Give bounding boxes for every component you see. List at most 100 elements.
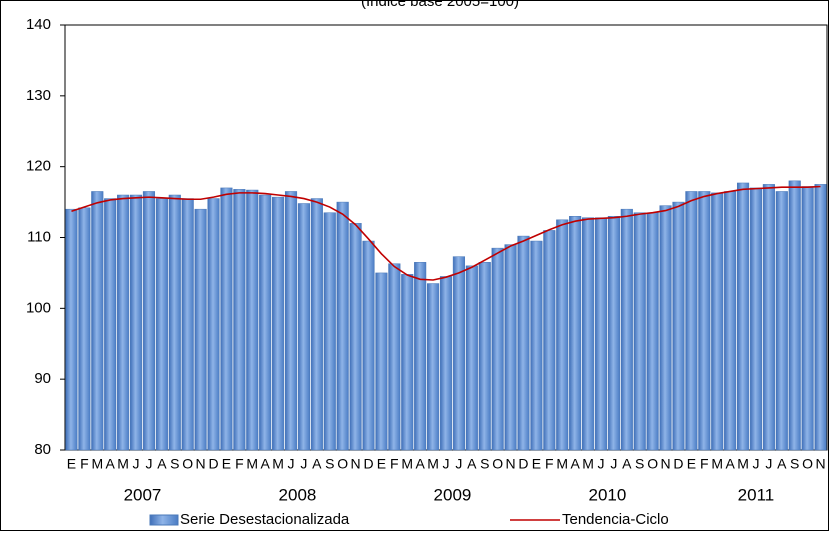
y-tick-label: 80 (34, 441, 51, 458)
bar (478, 262, 491, 451)
trend-line (71, 185, 821, 281)
x-tick-label: A (725, 456, 735, 472)
bar (633, 212, 646, 451)
bar (129, 194, 143, 451)
x-tick-label: A (467, 456, 477, 472)
bar (685, 191, 698, 451)
bar (439, 276, 453, 451)
x-tick-label: S (170, 456, 179, 472)
bar (517, 235, 530, 451)
x-tick-label: S (790, 456, 799, 472)
bar (465, 265, 478, 451)
bar (698, 191, 711, 451)
bar (762, 184, 775, 451)
bar (272, 196, 285, 451)
bar (65, 208, 78, 451)
x-tick-label: A (106, 456, 116, 472)
bar (543, 230, 556, 451)
x-tick-label: N (506, 456, 516, 472)
bar (414, 262, 427, 451)
bar (569, 216, 582, 451)
bar (788, 180, 801, 451)
x-tick-label: A (415, 456, 425, 472)
x-tick-label: J (455, 456, 462, 472)
bar (427, 283, 440, 451)
x-tick-label: A (570, 456, 580, 472)
x-tick-label: E (222, 456, 231, 472)
x-tick-label: M (91, 456, 103, 472)
x-tick-label: M (401, 456, 413, 472)
bar (452, 256, 465, 451)
x-tick-label: N (660, 456, 670, 472)
bar (259, 194, 272, 451)
bar (582, 217, 595, 451)
x-tick-label: M (427, 456, 439, 472)
bar (207, 198, 220, 451)
bar (594, 217, 608, 451)
legend-label: Serie Desestacionalizada (180, 511, 350, 528)
bar (814, 184, 827, 451)
year-label: 2008 (279, 485, 317, 504)
x-tick-label: M (582, 456, 594, 472)
x-tick-label: O (182, 456, 193, 472)
x-tick-label: S (635, 456, 644, 472)
bar (711, 192, 724, 451)
x-tick-label: M (556, 456, 568, 472)
bar (310, 198, 323, 451)
bar (117, 194, 130, 451)
x-tick-label: O (647, 456, 658, 472)
bar (672, 201, 685, 451)
x-tick-label: D (363, 456, 373, 472)
x-tick-label: N (815, 456, 825, 472)
y-tick-label: 90 (34, 370, 51, 387)
x-tick-label: D (208, 456, 218, 472)
x-tick-label: F (700, 456, 709, 472)
y-tick-label: 120 (26, 158, 51, 175)
bar (194, 208, 207, 451)
bar (168, 194, 181, 451)
x-tick-label: A (261, 456, 271, 472)
bar (91, 191, 104, 451)
year-label: 2009 (434, 485, 472, 504)
year-label: 2007 (124, 485, 162, 504)
x-tick-label: E (532, 456, 541, 472)
x-tick-label: O (337, 456, 348, 472)
bar (323, 212, 336, 451)
bar (491, 247, 504, 451)
x-tick-label: A (777, 456, 787, 472)
bar (749, 187, 763, 451)
x-tick-label: A (312, 456, 322, 472)
x-tick-label: J (597, 456, 604, 472)
x-tick-label: O (492, 456, 503, 472)
x-tick-label: M (272, 456, 284, 472)
x-tick-label: M (737, 456, 749, 472)
bar (736, 182, 750, 451)
x-tick-label: N (351, 456, 361, 472)
x-tick-label: D (673, 456, 683, 472)
x-tick-label: F (545, 456, 554, 472)
x-tick-label: F (235, 456, 244, 472)
bar (362, 240, 375, 451)
x-tick-label: J (610, 456, 617, 472)
bar (181, 198, 194, 451)
x-tick-label: J (288, 456, 295, 472)
x-tick-label: E (687, 456, 696, 472)
y-tick-label: 100 (26, 299, 51, 316)
bar (233, 189, 246, 451)
bar (336, 201, 349, 451)
x-tick-label: D (518, 456, 528, 472)
x-tick-label: N (196, 456, 206, 472)
bar (401, 274, 414, 451)
x-tick-label: O (802, 456, 813, 472)
x-tick-label: E (377, 456, 386, 472)
bar (284, 191, 298, 451)
bar (775, 191, 788, 451)
x-tick-label: J (443, 456, 450, 472)
year-label: 2011 (738, 485, 775, 504)
x-tick-label: J (145, 456, 152, 472)
bar (104, 198, 117, 451)
x-tick-label: M (711, 456, 723, 472)
y-tick-label: 130 (26, 87, 51, 104)
bar (620, 208, 633, 451)
bar (78, 207, 91, 451)
